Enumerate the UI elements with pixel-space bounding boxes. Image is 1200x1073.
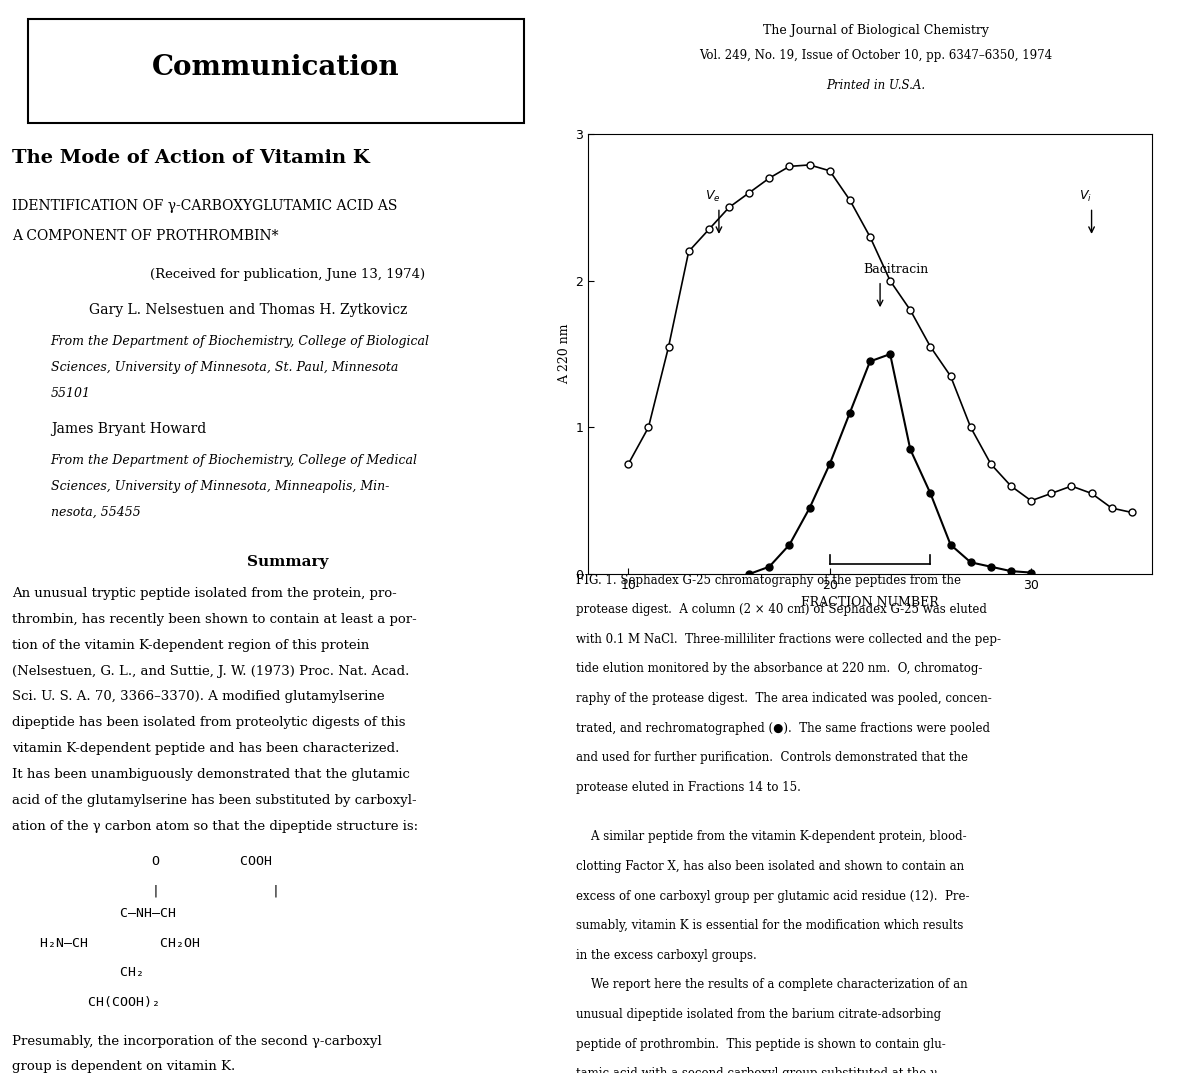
Text: The Journal of Biological Chemistry: The Journal of Biological Chemistry [763, 24, 989, 36]
Text: and used for further purification.  Controls demonstrated that the: and used for further purification. Contr… [576, 751, 968, 764]
Text: 55101: 55101 [50, 386, 91, 400]
Text: It has been unambiguously demonstrated that the glutamic: It has been unambiguously demonstrated t… [12, 768, 410, 781]
Text: Bacitracin: Bacitracin [864, 264, 929, 277]
Text: We report here the results of a complete characterization of an: We report here the results of a complete… [576, 979, 967, 991]
Text: C—NH—CH: C—NH—CH [40, 908, 175, 921]
Text: tide elution monitored by the absorbance at 220 nm.  O, chromatog-: tide elution monitored by the absorbance… [576, 662, 983, 676]
Text: H₂N—CH         CH₂OH: H₂N—CH CH₂OH [40, 937, 199, 950]
Text: in the excess carboxyl groups.: in the excess carboxyl groups. [576, 949, 757, 961]
Text: From the Department of Biochemistry, College of Medical: From the Department of Biochemistry, Col… [50, 454, 418, 467]
Text: CH₂: CH₂ [40, 967, 144, 980]
Y-axis label: A 220 nm: A 220 nm [558, 324, 571, 384]
Text: Vol. 249, No. 19, Issue of October 10, pp. 6347–6350, 1974: Vol. 249, No. 19, Issue of October 10, p… [700, 49, 1052, 62]
Text: IDENTIFICATION OF γ-CARBOXYGLUTAMIC ACID AS: IDENTIFICATION OF γ-CARBOXYGLUTAMIC ACID… [12, 200, 397, 214]
Text: |              |: | | [40, 884, 280, 897]
Text: Communication: Communication [152, 54, 400, 80]
Text: $V_i$: $V_i$ [1079, 189, 1092, 204]
Text: $V_e$: $V_e$ [706, 189, 721, 204]
Text: group is dependent on vitamin K.: group is dependent on vitamin K. [12, 1060, 235, 1073]
Text: Presumably, the incorporation of the second γ-carboxyl: Presumably, the incorporation of the sec… [12, 1034, 382, 1047]
Text: A COMPONENT OF PROTHROMBIN*: A COMPONENT OF PROTHROMBIN* [12, 229, 278, 242]
Text: The Mode of Action of Vitamin K: The Mode of Action of Vitamin K [12, 149, 370, 166]
Text: (Received for publication, June 13, 1974): (Received for publication, June 13, 1974… [150, 268, 426, 281]
Text: A similar peptide from the vitamin K-dependent protein, blood-: A similar peptide from the vitamin K-dep… [576, 831, 967, 843]
Text: O          COOH: O COOH [40, 855, 271, 868]
Text: Summary: Summary [247, 555, 329, 569]
Text: (Nelsestuen, G. L., and Suttie, J. W. (1973) Proc. Nat. Acad.: (Nelsestuen, G. L., and Suttie, J. W. (1… [12, 664, 409, 677]
Text: clotting Factor X, has also been isolated and shown to contain an: clotting Factor X, has also been isolate… [576, 859, 964, 873]
Text: From the Department of Biochemistry, College of Biological: From the Department of Biochemistry, Col… [50, 335, 430, 348]
Text: Sciences, University of Minnesota, Minneapolis, Min-: Sciences, University of Minnesota, Minne… [50, 480, 389, 493]
Text: sumably, vitamin K is essential for the modification which results: sumably, vitamin K is essential for the … [576, 920, 964, 932]
Text: raphy of the protease digest.  The area indicated was pooled, concen-: raphy of the protease digest. The area i… [576, 692, 991, 705]
Text: Gary L. Nelsestuen and Thomas H. Zytkovicz: Gary L. Nelsestuen and Thomas H. Zytkovi… [89, 303, 408, 317]
Text: thrombin, has recently been shown to contain at least a por-: thrombin, has recently been shown to con… [12, 613, 416, 626]
Text: Sci. U. S. A. 70, 3366–3370). A modified glutamylserine: Sci. U. S. A. 70, 3366–3370). A modified… [12, 690, 385, 704]
Text: CH(COOH)₂: CH(COOH)₂ [40, 996, 160, 1009]
FancyBboxPatch shape [28, 19, 524, 123]
Text: tion of the vitamin K-dependent region of this protein: tion of the vitamin K-dependent region o… [12, 638, 370, 651]
Text: Printed in U.S.A.: Printed in U.S.A. [827, 79, 925, 92]
Text: Sciences, University of Minnesota, St. Paul, Minnesota: Sciences, University of Minnesota, St. P… [50, 361, 398, 374]
Text: An unusual tryptic peptide isolated from the protein, pro-: An unusual tryptic peptide isolated from… [12, 587, 397, 600]
Text: unusual dipeptide isolated from the barium citrate-adsorbing: unusual dipeptide isolated from the bari… [576, 1008, 941, 1021]
Text: protease digest.  A column (2 × 40 cm) of Sephadex G-25 was eluted: protease digest. A column (2 × 40 cm) of… [576, 603, 986, 616]
Text: ation of the γ carbon atom so that the dipeptide structure is:: ation of the γ carbon atom so that the d… [12, 820, 418, 833]
Text: protease eluted in Fractions 14 to 15.: protease eluted in Fractions 14 to 15. [576, 781, 800, 794]
Text: peptide of prothrombin.  This peptide is shown to contain glu-: peptide of prothrombin. This peptide is … [576, 1038, 946, 1050]
Text: tamic acid with a second carboxyl group substituted at the γ: tamic acid with a second carboxyl group … [576, 1068, 937, 1073]
Text: James Bryant Howard: James Bryant Howard [50, 422, 206, 436]
Text: excess of one carboxyl group per glutamic acid residue (12).  Pre-: excess of one carboxyl group per glutami… [576, 890, 970, 902]
Text: with 0.1 M NaCl.  Three-milliliter fractions were collected and the pep-: with 0.1 M NaCl. Three-milliliter fracti… [576, 633, 1001, 646]
Text: dipeptide has been isolated from proteolytic digests of this: dipeptide has been isolated from proteol… [12, 717, 406, 730]
Text: trated, and rechromatographed (●).  The same fractions were pooled: trated, and rechromatographed (●). The s… [576, 722, 990, 735]
Text: vitamin K-dependent peptide and has been characterized.: vitamin K-dependent peptide and has been… [12, 743, 400, 755]
Text: acid of the glutamylserine has been substituted by carboxyl-: acid of the glutamylserine has been subs… [12, 794, 416, 807]
X-axis label: FRACTION NUMBER: FRACTION NUMBER [802, 597, 938, 609]
Text: nesota, 55455: nesota, 55455 [50, 505, 140, 519]
Text: FIG. 1. Sephadex G-25 chromatography of the peptides from the: FIG. 1. Sephadex G-25 chromatography of … [576, 574, 961, 587]
